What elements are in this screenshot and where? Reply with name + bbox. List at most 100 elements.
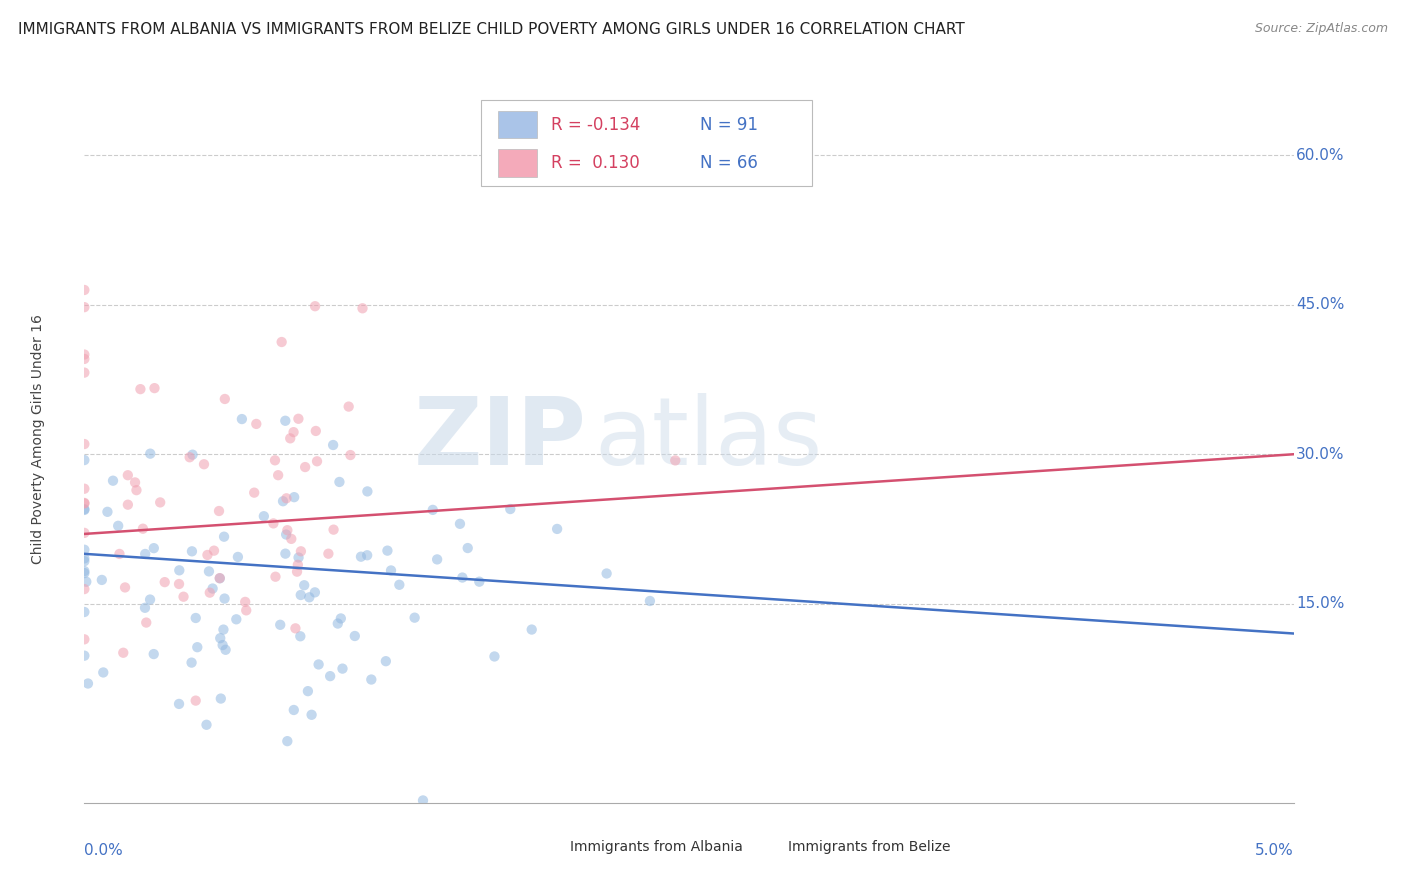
Point [195, 718, 218, 732]
Point [179, 450, 201, 465]
Point [132, 522, 155, 536]
Point [332, 662, 354, 676]
Bar [531, 837, 562, 857]
Text: IMMIGRANTS FROM ALBANIA VS IMMIGRANTS FROM BELIZE CHILD POVERTY AMONG GIRLS UNDE: IMMIGRANTS FROM ALBANIA VS IMMIGRANTS FR… [18, 22, 965, 37]
Point [73, 582, 96, 596]
Point [274, 547, 297, 561]
Point [388, 578, 411, 592]
Point [285, 565, 308, 579]
Point [328, 475, 350, 489]
Point [73, 525, 96, 540]
Point [107, 518, 129, 533]
Point [484, 649, 506, 664]
Point [214, 591, 236, 606]
Point [167, 697, 190, 711]
Point [412, 793, 434, 807]
Point [139, 592, 162, 607]
Text: Child Poverty Among Girls Under 16: Child Poverty Among Girls Under 16 [31, 314, 45, 565]
Point [422, 503, 444, 517]
Point [253, 509, 276, 524]
Point [73, 366, 96, 380]
Point [142, 541, 165, 556]
Point [322, 523, 344, 537]
Point [211, 638, 233, 652]
Point [167, 577, 190, 591]
Point [73, 551, 96, 566]
Point [73, 453, 96, 467]
Point [329, 611, 352, 625]
Point [214, 392, 236, 406]
Point [73, 648, 96, 663]
Point [181, 544, 204, 558]
Point [181, 448, 204, 462]
Text: Source: ZipAtlas.com: Source: ZipAtlas.com [1254, 22, 1388, 36]
Point [75, 574, 97, 589]
Point [139, 447, 162, 461]
Point [270, 334, 292, 349]
Text: 5.0%: 5.0% [1254, 843, 1294, 858]
Point [380, 564, 402, 578]
Point [264, 453, 287, 467]
Point [276, 523, 298, 537]
Point [664, 453, 686, 467]
Point [180, 656, 202, 670]
Point [267, 468, 290, 483]
Bar [498, 111, 537, 138]
Point [304, 585, 326, 599]
Point [184, 611, 207, 625]
FancyBboxPatch shape [481, 100, 813, 186]
Text: ZIP: ZIP [413, 393, 586, 485]
Point [73, 564, 96, 578]
Point [283, 703, 305, 717]
Point [73, 502, 96, 516]
Point [135, 615, 157, 630]
Point [198, 565, 221, 579]
Point [209, 691, 232, 706]
Point [208, 504, 231, 518]
Point [290, 544, 312, 558]
Point [283, 490, 305, 504]
Point [305, 424, 328, 438]
Point [276, 527, 298, 541]
Point [318, 547, 340, 561]
Point [290, 588, 312, 602]
Point [125, 483, 148, 498]
Point [294, 460, 316, 475]
Point [301, 707, 323, 722]
Point [245, 417, 267, 431]
Point [90, 573, 112, 587]
Point [73, 300, 96, 314]
Point [77, 676, 100, 690]
Point [134, 547, 156, 561]
Point [73, 482, 96, 496]
Point [184, 693, 207, 707]
Point [73, 632, 96, 647]
Point [360, 673, 382, 687]
Point [214, 642, 236, 657]
Point [290, 629, 312, 643]
Point [298, 591, 321, 605]
Point [638, 594, 661, 608]
Point [297, 684, 319, 698]
Point [276, 734, 298, 748]
Bar [749, 837, 780, 857]
Point [269, 617, 291, 632]
Text: R = -0.134: R = -0.134 [551, 116, 641, 134]
Point [468, 574, 491, 589]
Point [305, 454, 328, 468]
Point [271, 494, 294, 508]
Point [91, 665, 114, 680]
Text: 45.0%: 45.0% [1296, 297, 1344, 312]
Point [212, 530, 235, 544]
Point [350, 549, 373, 564]
Point [287, 558, 309, 572]
Point [212, 623, 235, 637]
Point [377, 543, 399, 558]
Point [343, 629, 366, 643]
Point [153, 575, 176, 590]
Point [520, 623, 543, 637]
Point [233, 595, 256, 609]
Point [457, 541, 479, 555]
Point [73, 283, 96, 297]
Point [356, 484, 378, 499]
